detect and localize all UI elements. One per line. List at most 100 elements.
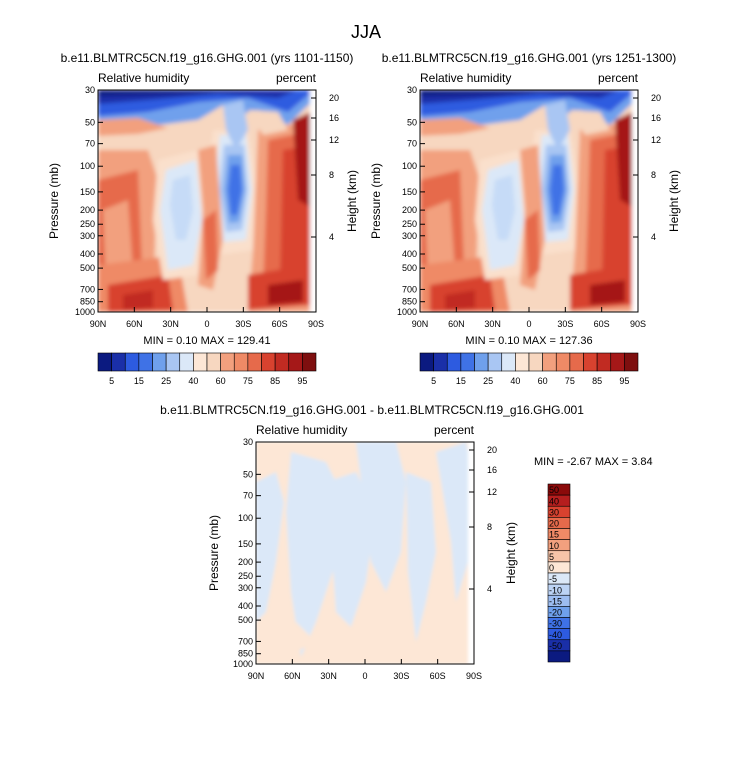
colorbar-label: 25 xyxy=(161,376,171,386)
y-tick-label: 700 xyxy=(402,284,417,294)
colorbar-swatch xyxy=(624,352,639,372)
y2-tick-label: 12 xyxy=(651,135,661,145)
colorbar-label: -5 xyxy=(549,574,557,584)
colorbar-label: 40 xyxy=(188,376,198,386)
colorbar-label: 5 xyxy=(549,552,554,562)
x-tick-label: 30S xyxy=(557,319,573,329)
x-tick-label: 90S xyxy=(308,319,324,329)
colorbar-label: -40 xyxy=(549,630,562,640)
colorbar-label: -50 xyxy=(549,641,562,651)
y-tick-label: 100 xyxy=(238,513,253,523)
colorbar-label: 25 xyxy=(483,376,493,386)
x-tick-label: 90S xyxy=(630,319,646,329)
colorbar-swatch xyxy=(206,352,221,372)
panel-3-field xyxy=(256,442,474,664)
y-tick-label: 400 xyxy=(238,601,253,611)
y-tick-label: 1000 xyxy=(397,307,417,317)
x-tick-label: 0 xyxy=(204,319,209,329)
x-tick-label: 60N xyxy=(448,319,465,329)
y-tick-label: 150 xyxy=(80,187,95,197)
colorbar-label: -15 xyxy=(549,596,562,606)
colorbar-swatch xyxy=(288,352,303,372)
panel-1: b.e11.BLMTRC5CN.f19_g16.GHG.001 (yrs 110… xyxy=(47,51,359,386)
panel-2-ylabel: Pressure (mb) xyxy=(369,163,383,239)
colorbar-swatch xyxy=(501,352,516,372)
panel-1-right-label: percent xyxy=(276,71,317,85)
x-tick-label: 0 xyxy=(362,671,367,681)
y2-tick-label: 20 xyxy=(487,445,497,455)
y-tick-label: 70 xyxy=(407,139,417,149)
colorbar-swatch xyxy=(474,352,489,372)
y-tick-label: 200 xyxy=(402,205,417,215)
colorbar-label: 85 xyxy=(270,376,280,386)
panel-2-x-axis: 90N 60N 30N 0 30S 60S 90S xyxy=(412,307,646,329)
colorbar-swatch xyxy=(233,352,249,372)
y-tick-label: 400 xyxy=(402,249,417,259)
colorbar-label: 85 xyxy=(592,376,602,386)
colorbar-swatch xyxy=(261,352,276,372)
colorbar-label: 5 xyxy=(431,376,436,386)
y-tick-label: 700 xyxy=(238,636,253,646)
x-tick-label: 30S xyxy=(393,671,409,681)
y2-tick-label: 4 xyxy=(487,584,492,594)
x-tick-label: 30N xyxy=(320,671,337,681)
panel-1-colorbar: 5 15 25 40 60 75 85 95 xyxy=(97,352,317,386)
panel-1-field xyxy=(98,90,316,312)
colorbar-swatch xyxy=(165,352,181,372)
y-tick-label: 150 xyxy=(238,539,253,549)
y-tick-label: 500 xyxy=(238,615,253,625)
panel-1-stats: MIN = 0.10 MAX = 129.41 xyxy=(143,335,270,347)
colorbar-label: 40 xyxy=(549,496,559,506)
colorbar-swatch xyxy=(487,352,503,372)
x-tick-label: 30N xyxy=(484,319,501,329)
y-tick-label: 30 xyxy=(243,437,253,447)
panel-2: b.e11.BLMTRC5CN.f19_g16.GHG.001 (yrs 125… xyxy=(369,51,681,386)
x-tick-label: 30S xyxy=(235,319,251,329)
x-tick-label: 90N xyxy=(248,671,265,681)
colorbar-swatch xyxy=(302,352,317,372)
x-tick-label: 90N xyxy=(412,319,429,329)
panel-3-y2-axis: 20 16 12 8 4 xyxy=(469,445,497,594)
panel-3: b.e11.BLMTRC5CN.f19_g16.GHG.001 - b.e11.… xyxy=(160,403,653,681)
y-tick-label: 700 xyxy=(80,284,95,294)
colorbar-label: 5 xyxy=(109,376,114,386)
y2-tick-label: 8 xyxy=(487,522,492,532)
colorbar-label: 60 xyxy=(538,376,548,386)
colorbar-label: 75 xyxy=(565,376,575,386)
colorbar-swatch xyxy=(152,352,167,372)
y2-tick-label: 12 xyxy=(487,487,497,497)
y-tick-label: 250 xyxy=(80,219,95,229)
y-tick-label: 50 xyxy=(243,469,253,479)
y-tick-label: 250 xyxy=(238,571,253,581)
y-tick-label: 850 xyxy=(402,297,417,307)
colorbar-swatch xyxy=(193,352,208,372)
panel-2-y2label: Height (km) xyxy=(667,170,681,232)
colorbar-label: 15 xyxy=(134,376,144,386)
colorbar-swatch xyxy=(179,352,194,372)
y2-tick-label: 12 xyxy=(329,135,339,145)
y-tick-label: 50 xyxy=(407,117,417,127)
y2-tick-label: 20 xyxy=(329,93,339,103)
colorbar-label: 20 xyxy=(549,519,559,529)
panel-3-left-label: Relative humidity xyxy=(256,423,347,437)
y2-tick-label: 16 xyxy=(329,113,339,123)
colorbar-swatch xyxy=(97,352,112,372)
y-tick-label: 300 xyxy=(402,231,417,241)
y-tick-label: 500 xyxy=(80,263,95,273)
y2-tick-label: 4 xyxy=(651,232,656,242)
colorbar-label: 50 xyxy=(549,485,559,495)
colorbar-swatch xyxy=(542,352,557,372)
colorbar-swatch xyxy=(419,352,434,372)
y-tick-label: 250 xyxy=(402,219,417,229)
colorbar-swatch xyxy=(515,352,530,372)
colorbar-swatch xyxy=(247,352,262,372)
y-tick-label: 850 xyxy=(80,297,95,307)
panel-3-y2label: Height (km) xyxy=(504,522,518,584)
x-tick-label: 30N xyxy=(162,319,179,329)
colorbar-label: 0 xyxy=(549,563,554,573)
colorbar-swatch xyxy=(460,352,475,372)
colorbar-label: 60 xyxy=(216,376,226,386)
